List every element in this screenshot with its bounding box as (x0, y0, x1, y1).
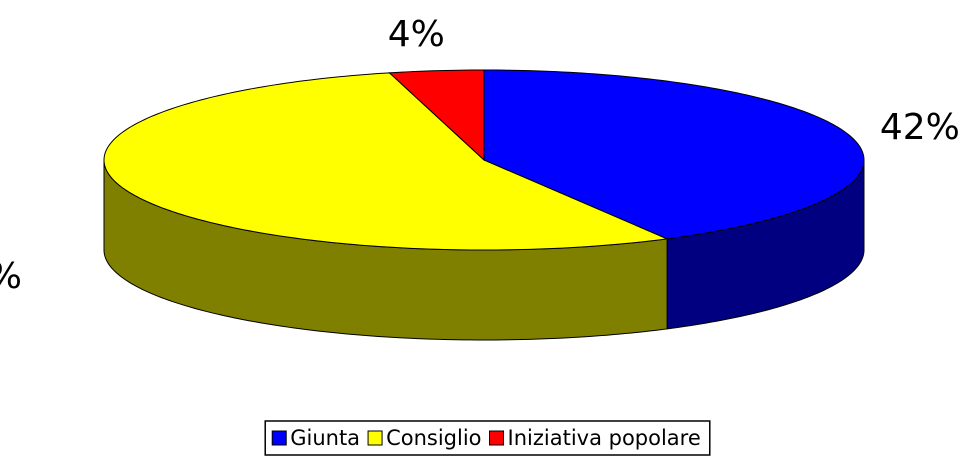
legend-swatch (271, 430, 287, 446)
data-label: 42% (880, 107, 960, 148)
pie-slice (103, 72, 669, 251)
data-label: 54% (0, 256, 22, 297)
legend-label: Consiglio (386, 426, 481, 450)
legend: Giunta Consiglio Iniziativa popolare (264, 420, 711, 456)
legend-swatch (367, 430, 383, 446)
legend-swatch (489, 430, 505, 446)
pie-slice (388, 69, 485, 162)
pie-slice (483, 69, 865, 240)
legend-label: Iniziativa popolare (508, 426, 701, 450)
legend-label: Giunta (290, 426, 360, 450)
data-label: 4% (388, 14, 445, 55)
legend-box (264, 420, 711, 456)
